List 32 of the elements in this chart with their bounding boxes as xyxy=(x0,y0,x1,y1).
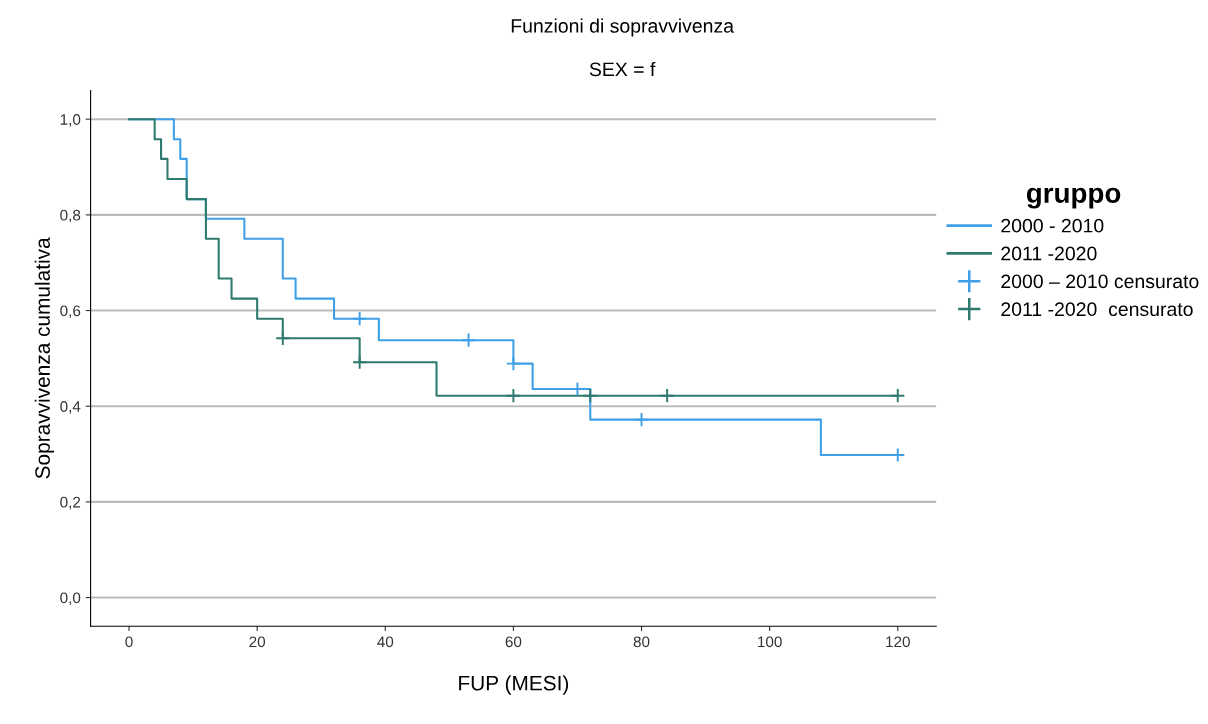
point xyxy=(352,311,368,327)
x-tick-label: 40 xyxy=(377,636,394,648)
x-tick-label: 100 xyxy=(758,636,782,648)
x-tick-label: 80 xyxy=(633,636,650,648)
y-tick-label: 1,0 xyxy=(60,114,81,127)
y-tick-label: 0,8 xyxy=(60,209,81,223)
y-tick-label: 0,4 xyxy=(60,401,81,414)
x-tick-label: 60 xyxy=(505,636,522,648)
point xyxy=(352,354,368,370)
x-tick-label: 0 xyxy=(125,636,133,648)
x-axis-title: FUP (MESI) xyxy=(459,675,569,695)
point xyxy=(659,388,675,404)
legend-label: 2011 -2020 xyxy=(1001,246,1097,261)
y-tick-label: 0,6 xyxy=(60,305,81,319)
point xyxy=(582,388,598,404)
chart-subtitle: SEX = f xyxy=(589,61,656,77)
point xyxy=(461,332,477,348)
legend-label: 2000 - 2010 xyxy=(1001,218,1104,233)
chart-title: Funzioni di sopravvivenza xyxy=(511,18,734,37)
legend-label: 2000 – 2010 censurato xyxy=(1001,274,1199,289)
point xyxy=(505,356,521,372)
point xyxy=(890,388,906,404)
y-tick-label: 0,0 xyxy=(60,592,81,606)
x-tick-label: 120 xyxy=(886,636,910,648)
point xyxy=(633,412,650,428)
legend-label: 2011 -2020 censurato xyxy=(1001,302,1193,317)
y-tick-label: 0,2 xyxy=(60,496,81,510)
x-tick-label: 20 xyxy=(249,636,266,648)
y-axis-title: Sopravvivenza cumulativa xyxy=(34,237,55,479)
legend-title: gruppo xyxy=(1026,187,1121,209)
point xyxy=(275,330,291,346)
point xyxy=(505,388,521,404)
